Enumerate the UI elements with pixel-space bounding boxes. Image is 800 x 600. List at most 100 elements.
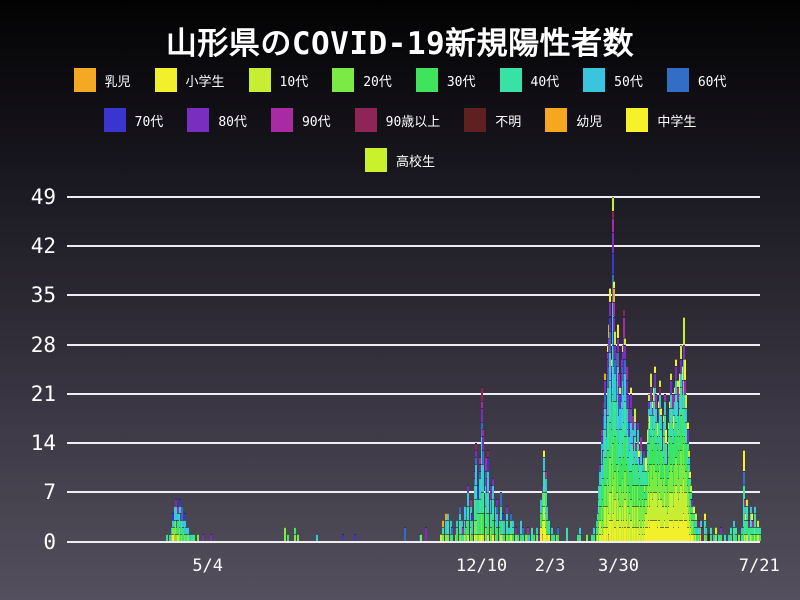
bar-segment [608,323,611,338]
bar-segment [183,520,186,535]
bar-segment [657,400,660,408]
bar-segment [741,527,744,535]
bar-segment [636,421,639,429]
bar-segment [179,520,182,535]
bar-segment [637,471,640,486]
bar-segment [611,443,614,486]
legend-item: 30代 [415,68,476,92]
bar-segment [691,499,694,507]
bar-segment [650,520,653,542]
bar-segment [676,464,679,493]
bar-segment [730,527,733,535]
bar-segment [618,499,621,521]
bar-segment [672,414,675,429]
legend-row-2: 70代 80代 90代 90歳以上 不明 幼児 中学生 [0,107,800,133]
bar-segment [608,414,611,451]
bar-segment [600,436,603,444]
bar-segment [487,457,490,472]
x-axis-tick-label: 12/10 [455,556,508,576]
bar-segment [183,534,186,542]
bar-segment [611,302,614,345]
bar-segment [644,492,647,500]
bar-segment [522,534,525,542]
bar-segment [579,527,582,535]
bar-segment [610,358,613,366]
bar-segment [621,365,624,380]
bar-segment [596,506,599,514]
bar-segment [652,492,655,521]
bar-segment [647,393,650,401]
bar-segment [649,485,652,507]
bar-segment [442,527,445,535]
bar-segment [732,520,735,528]
bar-segment [604,457,607,486]
bar-segment [682,358,685,380]
bar-segment [494,520,497,535]
bar-segment [635,464,638,486]
bar-segment [489,527,492,542]
bar-segment [487,534,490,542]
bar-segment [517,534,520,542]
bar-segment [596,534,599,542]
bar-segment [647,471,650,493]
legend-label: 中学生 [657,114,697,130]
bar-segment [620,372,623,387]
bar-segment [425,527,428,542]
bar-segment [469,499,472,507]
bar-segment [685,471,688,493]
bar-segment [171,527,174,535]
bar-segment [710,527,713,535]
bar-segment [634,436,637,458]
bar-segment [645,527,648,542]
bar-segment [717,534,720,542]
bar-segment [614,344,617,359]
bar-segment [527,527,530,535]
bar-segment [611,520,614,542]
legend-label: 乳児 [104,74,131,90]
bar-segment [447,520,450,535]
bar-segment [177,534,180,542]
bar-segment [637,450,640,458]
bar-segment [616,464,619,493]
legend-swatch [415,68,438,92]
bar-segment [671,443,674,472]
bar-segment [447,534,450,542]
bar-segment [466,506,469,521]
bar-segment [660,414,663,429]
bar-segment [669,443,672,472]
bar-segment [650,400,653,415]
bar-segment [747,520,750,528]
bar-segment [548,520,551,535]
bar-segment [544,478,547,493]
bar-segment [674,520,677,542]
bar-segment [689,478,691,493]
legend-label: 80代 [218,114,247,130]
bar-segment [616,365,619,394]
bar-segment [687,527,690,542]
bar-segment [664,393,667,401]
bar-segment [646,464,649,486]
bar-segment [672,443,675,465]
bar-segment [182,527,185,542]
bar-segment [454,527,457,535]
bar-segment [680,520,683,542]
bar-segment [623,492,625,521]
bar-segment [703,513,706,521]
bar-segment [630,520,633,542]
bar-segment [616,337,619,352]
bar-segment [700,527,703,535]
bar-segment [449,534,452,542]
bar-segment [498,513,501,521]
bar-segment [679,393,682,408]
bar-segment [600,506,603,528]
bar-segment [482,429,485,437]
bar-segment [444,513,447,521]
bar-segment [692,506,695,514]
bar-segment [687,478,690,493]
bar-segment [191,534,193,542]
bar-segment [610,464,613,493]
bar-segment [442,534,445,542]
bar-segment [601,478,604,500]
bar-segment [542,492,545,507]
bar-segment [487,492,490,514]
